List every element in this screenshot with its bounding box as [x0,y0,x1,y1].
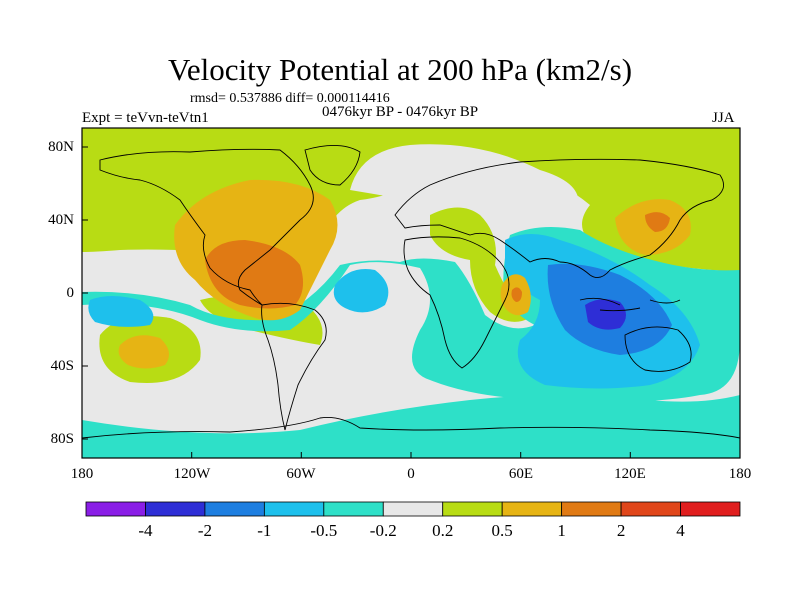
colorbar-label: -0.2 [369,521,397,540]
colorbar-swatch [382,501,444,517]
colorbar-label: -0.5 [310,521,338,540]
field-orange-eastasia [645,212,670,232]
y-tick-label: 40N [48,212,74,228]
coast-australia [624,326,692,372]
colorbar-label: -1 [257,521,272,540]
colorbar-swatch [680,501,741,517]
coast-south-america [261,302,327,431]
field-orange-camerica [205,240,304,309]
coast-north-america [99,148,314,306]
colorbar-swatch [85,501,146,517]
field-darkblue-indonesia [585,299,626,330]
x-tick-label: 60W [286,466,316,482]
tick-marks [81,146,741,458]
colorbar-label: 4 [676,521,685,540]
colorbar-swatch [263,501,325,517]
coastlines [82,145,740,439]
experiment-label: Expt = teVvn-teVtn1 [82,110,209,126]
colorbar-label: -4 [138,521,153,540]
chart-title: Velocity Potential at 200 hPa (km2/s) [167,52,633,87]
colorbar-swatch [561,501,622,517]
colorbar-label: 2 [616,521,626,540]
contour-field [82,128,740,458]
coast-greenland [304,145,361,186]
coast-antarctica [82,417,740,439]
y-tick-label: 0 [66,285,75,301]
y-tick-label: 40S [50,358,74,374]
colorbar-label: 1 [557,521,566,540]
y-tick-label: 80S [50,431,74,447]
colorbar-label: 0.2 [432,521,454,540]
field-teal-south [82,395,740,458]
field-orange-arabian [511,287,522,302]
colorbar-label: -2 [197,521,212,540]
colorbar-swatch [145,501,206,517]
x-tick-label: 0 [407,466,415,482]
stats-line: rmsd= 0.537886 diff= 0.000114416 [190,91,390,106]
colorbar-swatch [323,501,384,517]
colorbar-swatch [204,501,265,517]
x-tick-label: 120E [614,466,646,482]
x-tick-label: 60E [508,466,534,482]
coast-europe-asia [394,158,725,279]
field-grey-arctic [350,144,579,227]
colorbar [85,501,741,517]
field-lightblue-atlantic [333,269,389,313]
colorbar-swatch [501,501,563,517]
colorbar-swatch [442,501,503,517]
field-yellow-southpacific [118,335,169,369]
x-tick-label: 120W [173,466,211,482]
coast-africa [403,236,510,369]
y-tick-label: 80N [48,139,74,155]
colorbar-swatch [620,501,681,517]
field-lightblue-pacific [88,296,154,327]
x-tick-label: 180 [728,466,752,482]
coast-maritime-continent [579,297,681,312]
season-label: JJA [712,110,735,126]
colorbar-label: 0.5 [491,521,513,540]
x-tick-label: 180 [70,466,94,482]
period-label: 0476kyr BP - 0476kyr BP [322,104,479,120]
